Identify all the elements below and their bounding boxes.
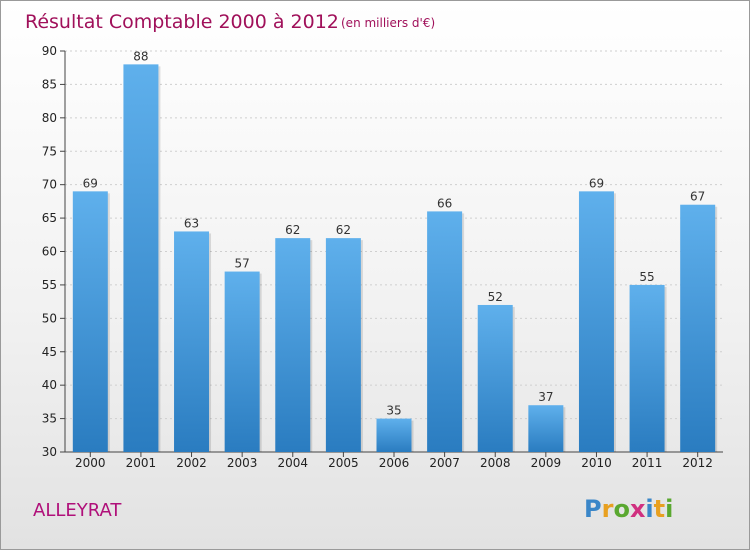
x-tick-label: 2004	[277, 456, 308, 470]
value-label: 88	[133, 49, 148, 63]
y-tick-label: 70	[42, 178, 57, 192]
logo-letter: x	[630, 495, 646, 523]
bars	[72, 64, 718, 452]
x-tick-label: 2002	[176, 456, 207, 470]
bar-2008	[477, 304, 513, 452]
logo-letter: i	[665, 495, 673, 523]
bar-2002	[174, 231, 210, 452]
logo-letter: P	[584, 495, 602, 523]
value-label: 62	[285, 223, 300, 237]
y-tick-label: 35	[42, 412, 57, 426]
y-tick-label: 30	[42, 445, 57, 459]
y-tick-label: 80	[42, 111, 57, 125]
y-tick-label: 55	[42, 278, 57, 292]
x-tick-label: 2012	[682, 456, 713, 470]
x-tick-label: 2011	[632, 456, 663, 470]
x-tick-label: 2007	[429, 456, 460, 470]
x-tick-label: 2000	[75, 456, 106, 470]
value-label: 55	[639, 270, 654, 284]
y-tick-label: 65	[42, 211, 57, 225]
bar-2004	[275, 238, 311, 452]
x-tick-label: 2006	[379, 456, 410, 470]
y-tick-label: 60	[42, 245, 57, 259]
bar-2003	[224, 271, 260, 452]
bar-2009	[528, 405, 564, 452]
bar-2010	[578, 191, 614, 452]
y-tick-label: 90	[42, 44, 57, 58]
value-label: 66	[437, 196, 452, 210]
proxiti-logo: Proxiti	[584, 495, 673, 523]
bar-2011	[629, 284, 665, 452]
y-tick-label: 85	[42, 77, 57, 91]
value-label: 52	[488, 290, 503, 304]
logo-letter: i	[645, 495, 653, 523]
x-tick-label: 2010	[581, 456, 612, 470]
bar-2006	[376, 418, 412, 452]
bar-2001	[123, 64, 159, 452]
x-tick-label: 2008	[480, 456, 511, 470]
value-label: 63	[184, 216, 199, 230]
y-tick-label: 45	[42, 345, 57, 359]
bar-2007	[427, 211, 463, 452]
bar-2005	[325, 238, 361, 452]
bar-2012	[680, 204, 716, 452]
logo-letter: o	[613, 495, 630, 523]
value-label: 69	[83, 176, 98, 190]
chart-subtitle: (en milliers d'€)	[341, 16, 435, 30]
value-label: 57	[235, 257, 250, 271]
logo-letter: t	[654, 495, 665, 523]
y-tick-label: 40	[42, 378, 57, 392]
axes: 30 35 40 45 50 55 60 65 70 75 80 85 90 2000 2001 2002 20…	[42, 44, 723, 470]
y-tick-label: 50	[42, 311, 57, 325]
x-tick-label: 2001	[126, 456, 157, 470]
value-label: 35	[386, 404, 401, 418]
bar-2000	[72, 191, 108, 452]
value-label: 69	[589, 176, 604, 190]
y-tick-label: 75	[42, 144, 57, 158]
chart-title: Résultat Comptable 2000 à 2012	[25, 11, 339, 33]
x-tick-label: 2003	[227, 456, 258, 470]
logo-letter: r	[602, 495, 614, 523]
value-label: 67	[690, 190, 705, 204]
value-label: 62	[336, 223, 351, 237]
value-label: 37	[538, 390, 553, 404]
grid	[65, 50, 723, 453]
commune-name: ALLEYRAT	[33, 500, 122, 521]
data-labels: 69 88 63 57 62 62 35 66 52 37 69 55 67	[83, 49, 706, 417]
x-tick-label: 2009	[531, 456, 562, 470]
x-tick-label: 2005	[328, 456, 359, 470]
